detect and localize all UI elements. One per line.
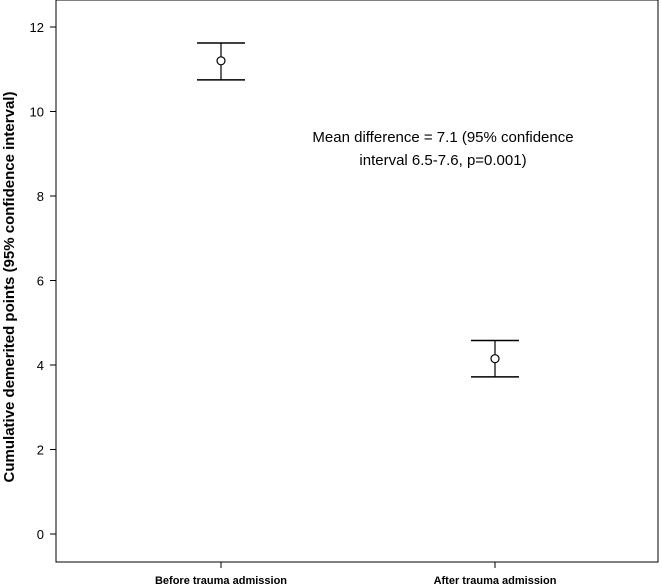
plot-area [55, 0, 659, 563]
y-tick-label: 2 [37, 443, 44, 458]
y-tick-label: 6 [37, 274, 44, 289]
error-bar-group [471, 339, 519, 378]
x-category-label: Before trauma admission [155, 575, 287, 586]
mean-point [216, 56, 226, 66]
y-axis-label: Cumulative demerited points (95% confide… [1, 92, 18, 483]
error-bar-group [197, 42, 245, 81]
y-tick-label: 10 [30, 105, 44, 120]
annotation-line-1: Mean difference = 7.1 (95% confidence [312, 129, 573, 146]
plot-frame [55, 0, 659, 563]
y-tick-label: 8 [37, 189, 44, 204]
mean-point [490, 354, 500, 364]
y-tick-label: 4 [37, 358, 44, 373]
x-category-label: After trauma admission [434, 575, 557, 586]
y-tick-label: 0 [37, 527, 44, 542]
annotation-line-2: interval 6.5-7.6, p=0.001) [359, 152, 526, 169]
x-axis: Before trauma admission After trauma admi… [155, 562, 557, 586]
y-tick-label: 12 [30, 20, 44, 35]
error-bars [197, 42, 519, 378]
y-axis: 0 2 4 6 8 10 12 [30, 20, 56, 542]
